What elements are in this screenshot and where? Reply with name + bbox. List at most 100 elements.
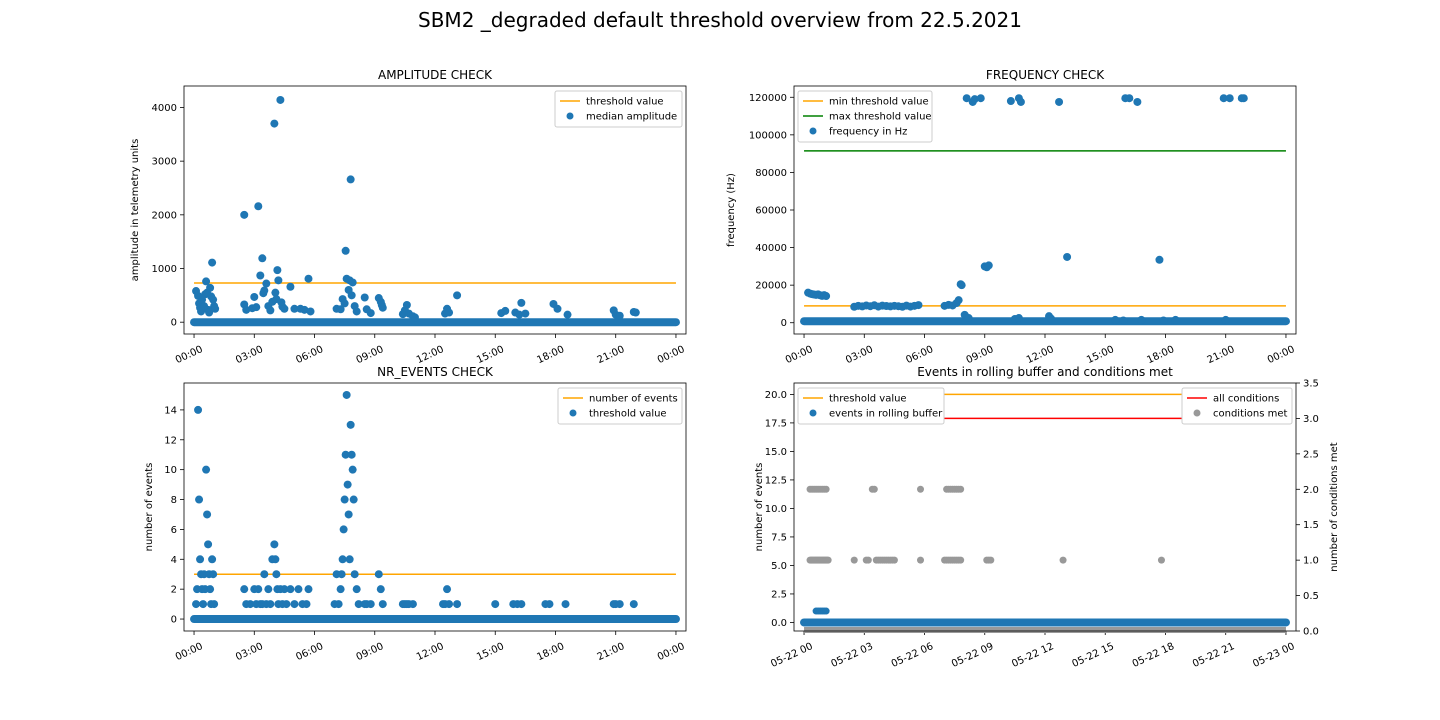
axes-frame <box>793 85 1297 335</box>
data-point <box>1055 97 1064 106</box>
data-point <box>1119 316 1128 325</box>
data-point <box>282 600 291 609</box>
conditions-met-point <box>864 556 872 564</box>
y-tick-label: 12 <box>164 435 177 446</box>
conditions-met-point <box>917 556 925 564</box>
legend-marker-swatch <box>809 409 817 417</box>
y-tick-label: 100000 <box>749 130 787 141</box>
data-point <box>402 301 411 310</box>
data-point <box>1014 314 1023 323</box>
data-point <box>336 585 345 594</box>
x-tick-label: 00:00 <box>174 641 205 663</box>
data-point <box>970 95 979 104</box>
y-right-tick-label: 2.5 <box>1303 449 1319 460</box>
legend-entry: threshold value <box>589 409 667 420</box>
conditions-met-point <box>957 556 965 564</box>
legend-entry: min threshold value <box>829 97 929 108</box>
conditions-met-point <box>890 556 898 564</box>
data-point <box>340 495 349 504</box>
x-tick-label: 05-22 15 <box>1070 641 1115 670</box>
subplot-4: Events in rolling buffer and conditions … <box>754 365 1340 670</box>
data-point <box>242 305 251 314</box>
data-point <box>376 585 385 594</box>
y-tick-label: 14 <box>164 405 177 416</box>
data-point <box>517 298 526 307</box>
data-point <box>445 600 454 609</box>
data-point <box>408 600 417 609</box>
data-point <box>347 450 356 459</box>
data-point <box>360 293 369 302</box>
data-point <box>1016 97 1025 106</box>
legend-entry: median amplitude <box>586 112 677 123</box>
data-point <box>1155 255 1164 264</box>
data-point <box>264 585 273 594</box>
data-point <box>300 305 309 314</box>
y-axis-label: amplitude in telemetry units <box>130 139 141 282</box>
subplot-title: Events in rolling buffer and conditions … <box>917 365 1173 379</box>
data-point <box>366 600 375 609</box>
figure-title: SBM2 _degraded default threshold overvie… <box>418 8 1022 32</box>
data-point <box>209 295 218 304</box>
axes-frame <box>183 382 687 632</box>
data-point <box>354 600 363 609</box>
subplot-title: NR_EVENTS CHECK <box>377 365 494 379</box>
data-point <box>378 303 387 312</box>
data-point <box>290 304 299 313</box>
data-point <box>262 279 271 288</box>
legend: number of events threshold value <box>557 387 683 425</box>
data-point <box>410 313 419 322</box>
data-point <box>1219 94 1228 103</box>
y-tick-label: 40000 <box>755 243 787 254</box>
data-point <box>272 570 281 579</box>
data-point <box>374 570 383 579</box>
data-point <box>240 210 249 219</box>
data-point <box>211 304 220 313</box>
events-point <box>822 607 830 615</box>
conditions-met-point <box>917 485 925 493</box>
y-tick-label: 2000 <box>152 210 177 221</box>
x-tick-label: 06:00 <box>294 641 325 663</box>
data-point <box>563 310 572 319</box>
x-tick-label: 05-22 09 <box>950 641 995 670</box>
y-tick-label: 20.0 <box>765 390 787 401</box>
data-point <box>274 276 283 285</box>
data-point <box>208 258 217 267</box>
y-tick-label: 80000 <box>755 168 787 179</box>
conditions-met-point <box>1059 556 1067 564</box>
y-right-tick-label: 0.0 <box>1303 627 1319 638</box>
x-tick-label: 03:00 <box>234 641 265 663</box>
legend-entry: max threshold value <box>829 112 932 123</box>
data-point <box>1006 97 1015 106</box>
data-point <box>343 480 352 489</box>
x-tick-label: 15:00 <box>475 344 506 366</box>
legend-marker-swatch <box>566 112 574 120</box>
y-right-tick-label: 0.5 <box>1303 591 1319 602</box>
data-point <box>341 246 350 255</box>
data-point <box>954 296 963 305</box>
axes-frame <box>793 382 1297 632</box>
y-tick-label: 0 <box>171 615 177 626</box>
data-point <box>339 525 348 534</box>
y-tick-label: 12.5 <box>765 475 787 486</box>
data-point <box>517 600 526 609</box>
data-point <box>1133 97 1142 106</box>
x-tick-label: 00:00 <box>656 641 687 663</box>
data-point <box>348 278 357 287</box>
data-point <box>196 555 205 564</box>
legend-box <box>797 90 933 143</box>
data-point <box>984 261 993 270</box>
data-point <box>1221 315 1230 324</box>
data-point <box>273 266 282 275</box>
data-point <box>345 555 354 564</box>
data-point <box>378 600 387 609</box>
data-point <box>276 95 285 104</box>
x-tick-label: 05-22 03 <box>830 641 875 670</box>
subplot-1: AMPLITUDE CHECK 00:00 03:00 06:00 09:00 12:00… <box>130 68 687 366</box>
data-point <box>347 291 356 300</box>
y-tick-label: 17.5 <box>765 418 787 429</box>
y-tick-label: 3000 <box>152 157 177 168</box>
data-point <box>254 585 263 594</box>
legend-entry: all conditions <box>1213 394 1279 405</box>
x-tick-label: 03:00 <box>234 344 265 366</box>
